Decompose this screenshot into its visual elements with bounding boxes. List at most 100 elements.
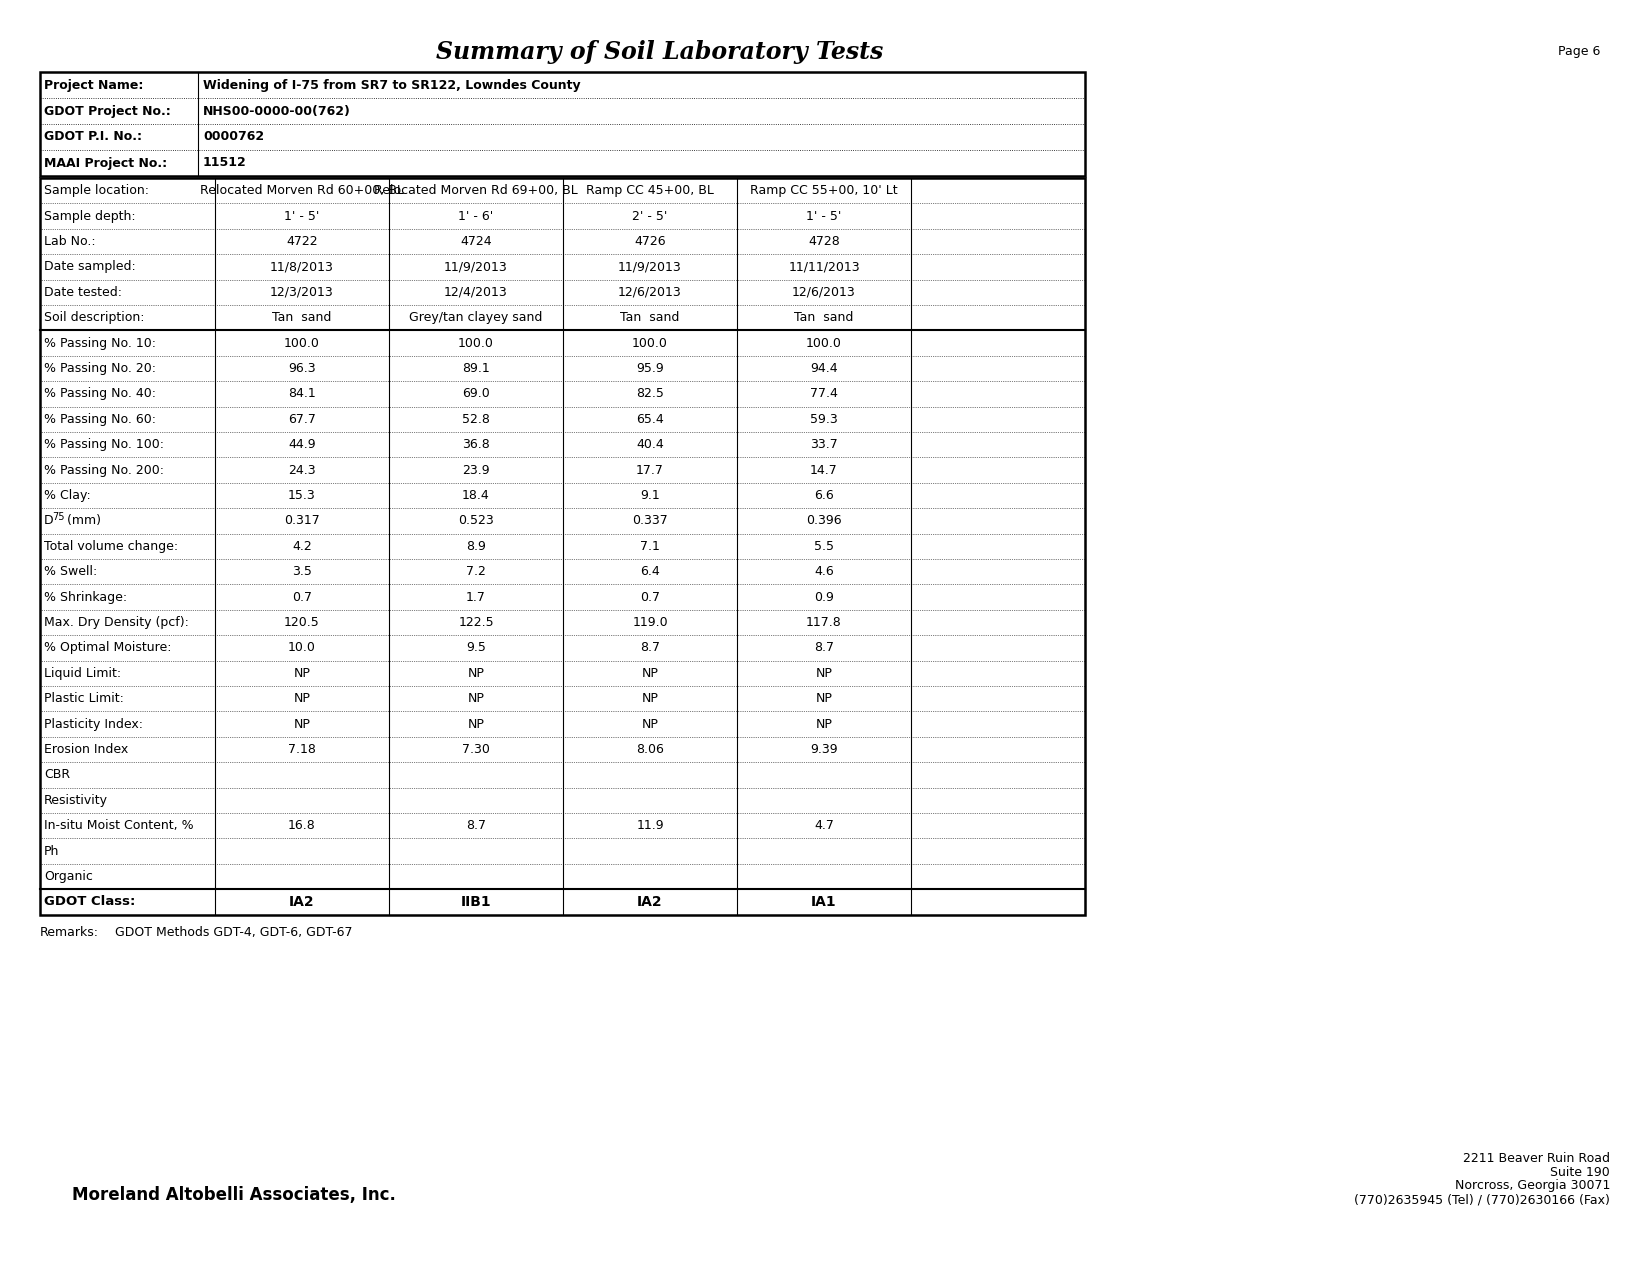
Text: GDOT Project No.:: GDOT Project No.: [45, 105, 170, 117]
Text: 33.7: 33.7 [811, 439, 837, 451]
Text: Resistivity: Resistivity [45, 794, 107, 807]
Text: 89.1: 89.1 [462, 362, 490, 375]
Text: 2' - 5': 2' - 5' [632, 209, 667, 223]
Text: 36.8: 36.8 [462, 439, 490, 451]
Text: 1' - 6': 1' - 6' [459, 209, 494, 223]
Text: Max. Dry Density (pcf):: Max. Dry Density (pcf): [45, 616, 188, 629]
Text: 24.3: 24.3 [289, 464, 315, 477]
Text: 11512: 11512 [203, 157, 246, 170]
Text: GDOT Methods GDT-4, GDT-6, GDT-67: GDOT Methods GDT-4, GDT-6, GDT-67 [116, 926, 353, 940]
Text: 0.523: 0.523 [457, 514, 494, 528]
Text: 12/4/2013: 12/4/2013 [444, 286, 509, 298]
Text: Grey/tan clayey sand: Grey/tan clayey sand [409, 311, 543, 324]
Text: % Shrinkage:: % Shrinkage: [45, 590, 127, 603]
Text: Suite 190: Suite 190 [1550, 1165, 1610, 1178]
Text: 96.3: 96.3 [289, 362, 315, 375]
Text: 6.6: 6.6 [814, 490, 834, 502]
Text: Plasticity Index:: Plasticity Index: [45, 718, 144, 731]
Text: Soil description:: Soil description: [45, 311, 145, 324]
Text: 8.7: 8.7 [466, 820, 485, 833]
Text: 9.5: 9.5 [466, 641, 485, 654]
Text: 4.6: 4.6 [814, 565, 834, 578]
Text: 100.0: 100.0 [806, 337, 842, 349]
Text: 8.9: 8.9 [466, 539, 485, 553]
Text: CBR: CBR [45, 769, 69, 782]
Text: 75: 75 [51, 511, 64, 521]
Text: % Passing No. 10:: % Passing No. 10: [45, 337, 155, 349]
Text: 8.06: 8.06 [636, 743, 664, 756]
Text: Erosion Index: Erosion Index [45, 743, 129, 756]
Text: NP: NP [467, 718, 484, 731]
Text: (770)2635945 (Tel) / (770)2630166 (Fax): (770)2635945 (Tel) / (770)2630166 (Fax) [1354, 1193, 1610, 1206]
Text: 84.1: 84.1 [289, 388, 315, 400]
Text: 18.4: 18.4 [462, 490, 490, 502]
Text: Lab No.:: Lab No.: [45, 235, 96, 249]
Text: Moreland Altobelli Associates, Inc.: Moreland Altobelli Associates, Inc. [73, 1186, 396, 1204]
Text: 0.9: 0.9 [814, 590, 834, 603]
Text: 100.0: 100.0 [284, 337, 320, 349]
Text: Project Name:: Project Name: [45, 79, 144, 92]
Text: NP: NP [816, 692, 832, 705]
Text: % Passing No. 200:: % Passing No. 200: [45, 464, 163, 477]
Text: 3.5: 3.5 [292, 565, 312, 578]
Text: 0.396: 0.396 [806, 514, 842, 528]
Text: Plastic Limit:: Plastic Limit: [45, 692, 124, 705]
Text: NP: NP [642, 692, 659, 705]
Text: 0.337: 0.337 [632, 514, 669, 528]
Text: MAAI Project No.:: MAAI Project No.: [45, 157, 167, 170]
Text: 44.9: 44.9 [289, 439, 315, 451]
Text: IIB1: IIB1 [461, 895, 492, 909]
Bar [40, 179, 1085, 914]
Text: % Passing No. 100:: % Passing No. 100: [45, 439, 163, 451]
Text: 4726: 4726 [634, 235, 665, 249]
Text: 9.39: 9.39 [811, 743, 837, 756]
Text: 119.0: 119.0 [632, 616, 667, 629]
Text: Tan  sand: Tan sand [794, 311, 854, 324]
Text: NP: NP [816, 667, 832, 680]
Text: % Clay:: % Clay: [45, 490, 91, 502]
Text: Remarks:: Remarks: [40, 926, 99, 940]
Text: 40.4: 40.4 [636, 439, 664, 451]
Text: NP: NP [816, 718, 832, 731]
Text: IA1: IA1 [811, 895, 837, 909]
Text: NP: NP [294, 718, 310, 731]
Text: GDOT Class:: GDOT Class: [45, 895, 135, 908]
Text: 11/11/2013: 11/11/2013 [788, 260, 860, 273]
Bar [40, 71, 1085, 176]
Text: 4.7: 4.7 [814, 820, 834, 833]
Text: Relocated Morven Rd 60+00, BL: Relocated Morven Rd 60+00, BL [200, 184, 404, 198]
Text: Date tested:: Date tested: [45, 286, 122, 298]
Text: % Passing No. 60:: % Passing No. 60: [45, 413, 155, 426]
Text: 8.7: 8.7 [641, 641, 660, 654]
Text: 4.2: 4.2 [292, 539, 312, 553]
Text: Norcross, Georgia 30071: Norcross, Georgia 30071 [1455, 1179, 1610, 1192]
Text: 12/6/2013: 12/6/2013 [617, 286, 682, 298]
Text: Relocated Morven Rd 69+00, BL: Relocated Morven Rd 69+00, BL [375, 184, 578, 198]
Text: Sample depth:: Sample depth: [45, 209, 135, 223]
Text: % Optimal Moisture:: % Optimal Moisture: [45, 641, 172, 654]
Text: NP: NP [467, 692, 484, 705]
Text: 100.0: 100.0 [632, 337, 669, 349]
Text: 0.7: 0.7 [641, 590, 660, 603]
Text: 7.2: 7.2 [466, 565, 485, 578]
Text: 69.0: 69.0 [462, 388, 490, 400]
Text: 5.5: 5.5 [814, 539, 834, 553]
Text: 82.5: 82.5 [636, 388, 664, 400]
Text: 15.3: 15.3 [289, 490, 315, 502]
Text: 7.30: 7.30 [462, 743, 490, 756]
Text: 0.317: 0.317 [284, 514, 320, 528]
Text: NP: NP [467, 667, 484, 680]
Text: NP: NP [294, 692, 310, 705]
Text: 11/8/2013: 11/8/2013 [271, 260, 334, 273]
Text: 4728: 4728 [807, 235, 840, 249]
Text: Ramp CC 55+00, 10' Lt: Ramp CC 55+00, 10' Lt [750, 184, 898, 198]
Text: 23.9: 23.9 [462, 464, 490, 477]
Text: 52.8: 52.8 [462, 413, 490, 426]
Text: 14.7: 14.7 [811, 464, 837, 477]
Text: Ramp CC 45+00, BL: Ramp CC 45+00, BL [586, 184, 713, 198]
Text: 100.0: 100.0 [457, 337, 494, 349]
Text: % Passing No. 20:: % Passing No. 20: [45, 362, 155, 375]
Text: 0.7: 0.7 [292, 590, 312, 603]
Text: 1.7: 1.7 [466, 590, 485, 603]
Text: 11/9/2013: 11/9/2013 [617, 260, 682, 273]
